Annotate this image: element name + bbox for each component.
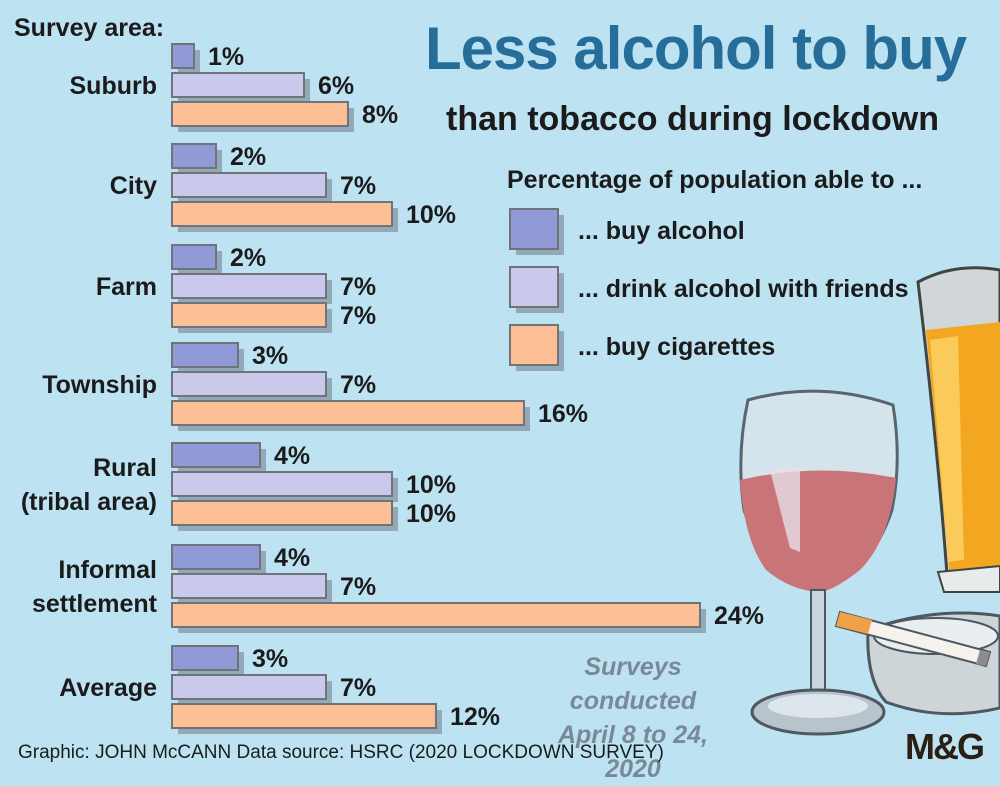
survey-dates-note: Surveys conducted April 8 to 24, 2020 bbox=[528, 650, 738, 786]
bar-buy-cigarettes bbox=[171, 500, 393, 526]
bar-buy-cigarettes bbox=[171, 101, 349, 127]
legend-label-buy-alcohol: ... buy alcohol bbox=[578, 217, 745, 245]
category-label: Average bbox=[59, 674, 157, 702]
legend-label-drink-with-friends: ... drink alcohol with friends bbox=[578, 275, 909, 303]
data-label: 16% bbox=[538, 400, 588, 428]
legend-swatch-buy-cigarettes bbox=[509, 324, 559, 366]
bar-drink-with-friends bbox=[171, 674, 327, 700]
category-label: settlement bbox=[32, 590, 158, 618]
bar-drink-with-friends bbox=[171, 273, 327, 299]
bar-buy-cigarettes bbox=[171, 703, 437, 729]
data-label: 7% bbox=[340, 371, 376, 399]
ashtray-cigarette-illustration bbox=[834, 610, 1000, 716]
bar-buy-cigarettes bbox=[171, 400, 525, 426]
wine-glass-illustration bbox=[739, 389, 899, 736]
legend-swatch-drink-with-friends bbox=[509, 266, 559, 308]
data-label: 10% bbox=[406, 471, 456, 499]
data-label: 4% bbox=[274, 544, 310, 572]
data-label: 7% bbox=[340, 273, 376, 301]
data-label: 24% bbox=[714, 602, 764, 630]
bar-buy-alcohol bbox=[171, 645, 239, 671]
category-label: (tribal area) bbox=[21, 488, 157, 516]
data-label: 2% bbox=[230, 244, 266, 272]
bar-buy-alcohol bbox=[171, 143, 217, 169]
survey-area-label: Survey area: bbox=[14, 14, 165, 42]
legend-label-buy-cigarettes: ... buy cigarettes bbox=[578, 333, 775, 361]
category-label: Farm bbox=[96, 273, 157, 301]
bar-buy-cigarettes bbox=[171, 302, 327, 328]
footer-credit: Graphic: JOHN McCANN Data source: HSRC (… bbox=[18, 742, 664, 763]
page-title: Less alcohol to buy bbox=[425, 15, 967, 82]
data-label: 7% bbox=[340, 573, 376, 601]
data-label: 10% bbox=[406, 500, 456, 528]
bar-buy-alcohol bbox=[171, 442, 261, 468]
category-label: City bbox=[110, 172, 157, 200]
data-label: 7% bbox=[340, 674, 376, 702]
legend: ... buy alcohol ... drink alcohol with fr… bbox=[509, 208, 909, 371]
data-label: 2% bbox=[230, 143, 266, 171]
brand-logo: M&G bbox=[905, 726, 985, 767]
data-label: 6% bbox=[318, 72, 354, 100]
category-label: Informal bbox=[58, 556, 157, 584]
bar-buy-cigarettes bbox=[171, 201, 393, 227]
bar-drink-with-friends bbox=[171, 72, 305, 98]
bar-buy-cigarettes bbox=[171, 602, 701, 628]
bar-drink-with-friends bbox=[171, 371, 327, 397]
bar-buy-alcohol bbox=[171, 342, 239, 368]
bar-drink-with-friends bbox=[171, 573, 327, 599]
data-label: 7% bbox=[340, 172, 376, 200]
data-label: 7% bbox=[340, 302, 376, 330]
bar-buy-alcohol bbox=[171, 43, 195, 69]
category-label: Township bbox=[42, 371, 157, 399]
page-subtitle: than tobacco during lockdown bbox=[446, 100, 939, 138]
data-label: 12% bbox=[450, 703, 500, 731]
note-line-1: Surveys conducted bbox=[569, 653, 697, 715]
data-label: 8% bbox=[362, 101, 398, 129]
bar-buy-alcohol bbox=[171, 544, 261, 570]
data-label: 4% bbox=[274, 442, 310, 470]
bar-drink-with-friends bbox=[171, 471, 393, 497]
category-label: Suburb bbox=[70, 72, 158, 100]
bar-buy-alcohol bbox=[171, 244, 217, 270]
bars-group: Suburb1%6%8%City2%7%10%Farm2%7%7%Townshi… bbox=[21, 43, 764, 734]
category-label: Rural bbox=[93, 454, 157, 482]
beer-glass-illustration bbox=[916, 266, 1000, 593]
legend-swatch-buy-alcohol bbox=[509, 208, 559, 250]
bar-drink-with-friends bbox=[171, 172, 327, 198]
data-label: 3% bbox=[252, 342, 288, 370]
data-label: 10% bbox=[406, 201, 456, 229]
data-label: 1% bbox=[208, 43, 244, 71]
legend-title: Percentage of population able to ... bbox=[507, 166, 923, 194]
data-label: 3% bbox=[252, 645, 288, 673]
